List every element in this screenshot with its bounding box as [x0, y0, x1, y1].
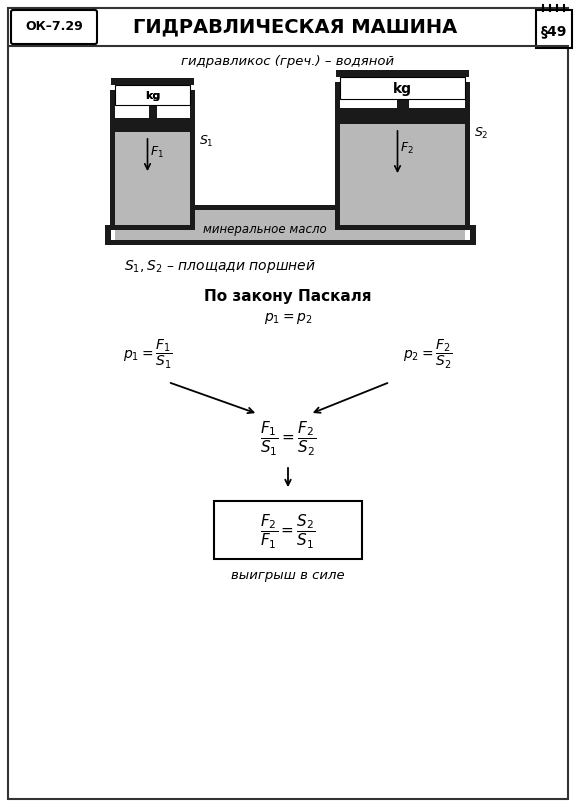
Bar: [340, 108, 465, 124]
Text: $S_1$: $S_1$: [199, 134, 214, 149]
Text: $p_2 = \dfrac{F_2}{S_2}$: $p_2 = \dfrac{F_2}{S_2}$: [403, 337, 453, 370]
Bar: [115, 85, 190, 105]
Bar: [115, 118, 190, 132]
Bar: [465, 82, 470, 230]
Text: kg: kg: [145, 91, 160, 101]
Text: $\dfrac{F_2}{F_1} = \dfrac{S_2}{S_1}$: $\dfrac{F_2}{F_1} = \dfrac{S_2}{S_1}$: [260, 513, 316, 551]
Text: $S_1, S_2$ – площади поршней: $S_1, S_2$ – площади поршней: [124, 258, 316, 275]
Bar: [111, 78, 194, 85]
Bar: [536, 10, 572, 48]
Bar: [195, 205, 335, 210]
Bar: [340, 124, 465, 230]
Bar: [105, 225, 190, 230]
Bar: [110, 225, 115, 230]
FancyBboxPatch shape: [11, 10, 97, 44]
Text: kg: kg: [145, 91, 160, 101]
Bar: [340, 210, 465, 245]
Bar: [190, 210, 340, 245]
Bar: [470, 225, 476, 245]
Bar: [105, 225, 195, 230]
Bar: [105, 225, 111, 245]
Bar: [115, 132, 190, 230]
Bar: [335, 225, 475, 230]
Text: выигрыш в силе: выигрыш в силе: [231, 568, 345, 582]
Text: kg: kg: [393, 82, 412, 96]
Bar: [336, 70, 469, 77]
Bar: [149, 105, 157, 118]
Bar: [115, 85, 190, 105]
Text: ОК–7.29: ОК–7.29: [25, 20, 83, 34]
Bar: [396, 99, 408, 108]
Bar: [115, 85, 190, 105]
Bar: [190, 90, 195, 230]
Bar: [110, 90, 115, 230]
Text: $p_1 = \dfrac{F_1}{S_1}$: $p_1 = \dfrac{F_1}{S_1}$: [123, 337, 173, 370]
Text: §49: §49: [541, 24, 567, 38]
Text: $S_2$: $S_2$: [474, 126, 488, 141]
Text: $\dfrac{F_1}{S_1} = \dfrac{F_2}{S_2}$: $\dfrac{F_1}{S_1} = \dfrac{F_2}{S_2}$: [260, 420, 316, 458]
Bar: [335, 82, 340, 230]
Bar: [340, 77, 465, 99]
Text: ГИДРАВЛИЧЕСКАЯ МАШИНА: ГИДРАВЛИЧЕСКАЯ МАШИНА: [133, 18, 457, 36]
Text: гидравликос (греч.) – водяной: гидравликос (греч.) – водяной: [181, 56, 395, 69]
Text: $p_1 = p_2$: $p_1 = p_2$: [264, 311, 312, 325]
Bar: [115, 210, 190, 245]
Text: $F_2$: $F_2$: [400, 140, 414, 156]
Text: $F_1$: $F_1$: [150, 144, 164, 160]
Bar: [110, 240, 470, 245]
Text: минеральное масло: минеральное масло: [203, 223, 327, 236]
Text: По закону Паскаля: По закону Паскаля: [204, 288, 372, 303]
Bar: [214, 501, 362, 559]
